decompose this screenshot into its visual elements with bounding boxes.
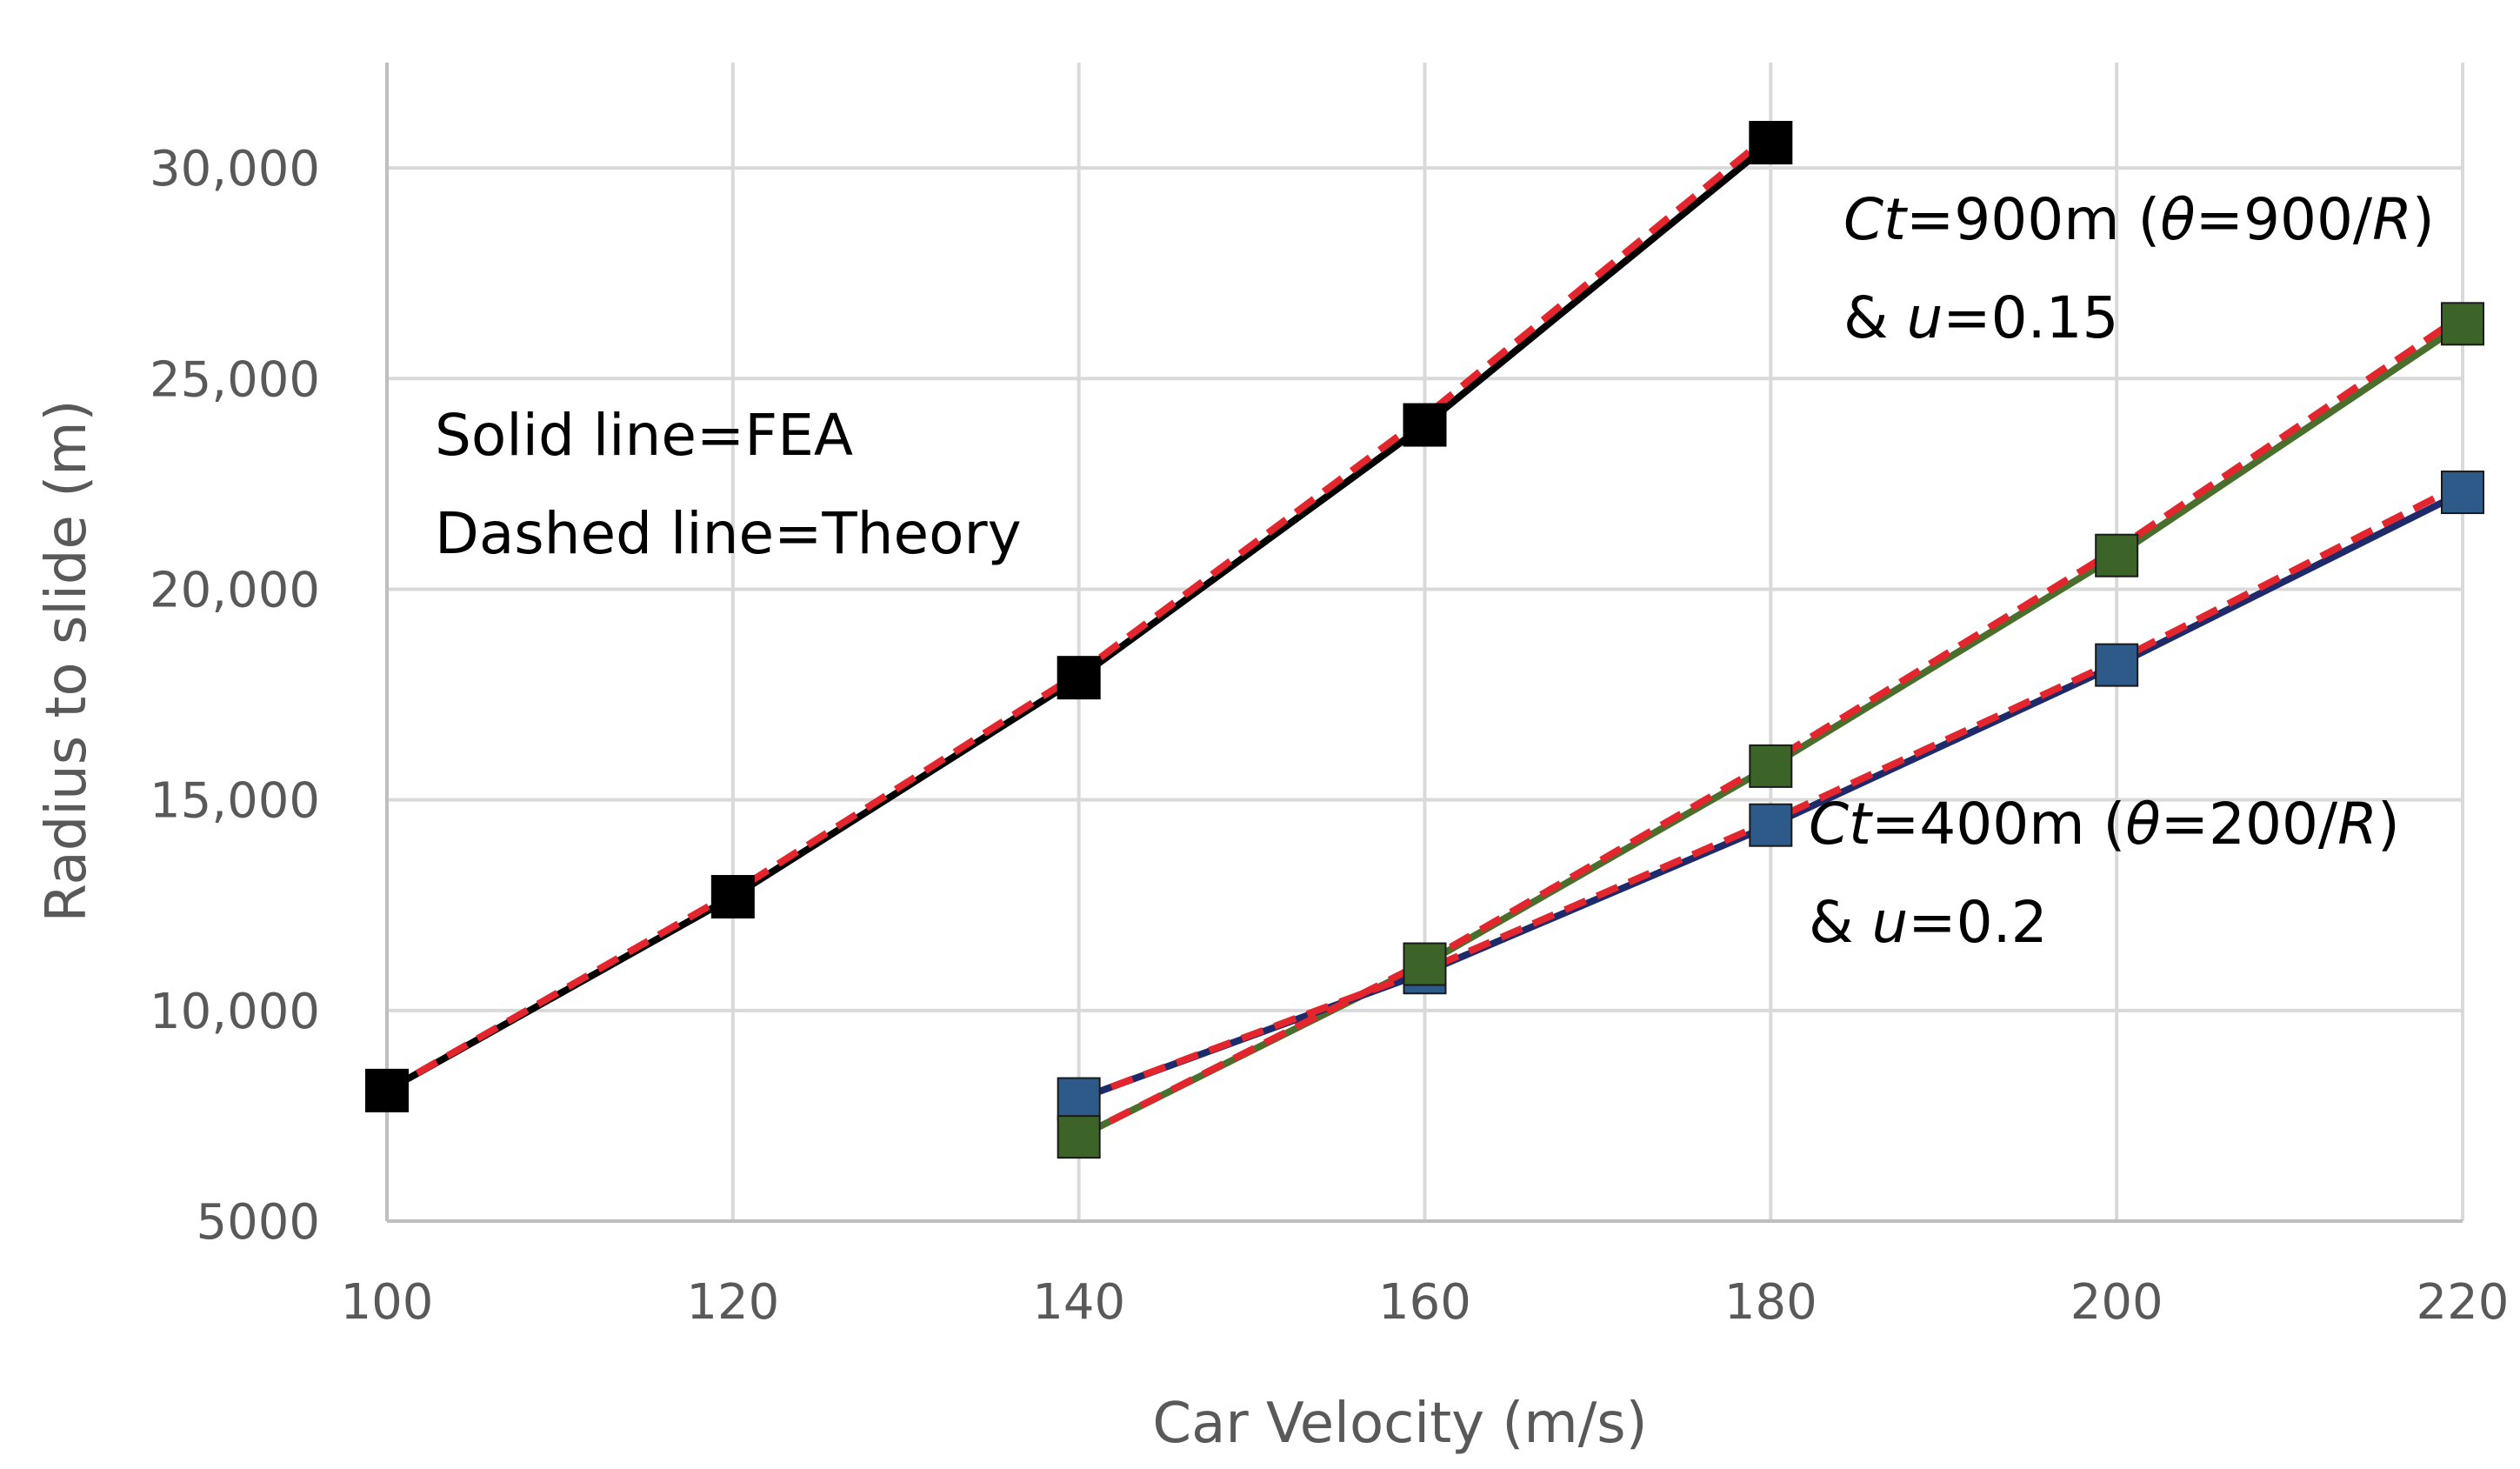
data-point-fea-ct-400m-u-0-2 [1057,1077,1101,1121]
data-point-fea-black [365,1068,409,1112]
tick-labels: 5000 10,000 15,000 20,000 25,000 30,000 100 120… [150,141,2509,1331]
data-point-fea-ct-400m-u-0-2 [1749,803,1793,847]
data-point-fea-ct-900m-u-0-15 [2441,302,2484,346]
annotation-ct900-line2: & u=0.15 [1843,284,2119,351]
data-point-fea-ct-400m-u-0-2 [2441,471,2484,515]
x-tick-label: 160 [1378,1274,1471,1331]
data-point-fea-black [1057,656,1101,700]
y-tick-label: 15,000 [150,773,320,830]
x-tick-label: 200 [2070,1274,2163,1331]
annotation-ct400-line1: Ct=400m (θ=200/R) [1809,791,2400,858]
y-tick-label: 10,000 [150,984,320,1040]
data-point-fea-ct-900m-u-0-15 [1749,744,1793,788]
y-tick-label: 30,000 [150,141,320,197]
x-axis-title: Car Velocity (m/s) [1152,1392,1647,1456]
y-tick-label: 20,000 [150,562,320,618]
x-tick-label: 140 [1032,1274,1125,1331]
data-point-fea-black [1403,403,1447,447]
y-tick-label: 25,000 [150,351,320,408]
data-point-fea-black [710,875,755,919]
data-point-fea-ct-400m-u-0-2 [2095,643,2139,687]
grid [387,63,2464,1221]
x-tick-label: 220 [2417,1274,2510,1331]
legend-note-dashed: Dashed line=Theory [435,500,1022,567]
legend-note-solid: Solid line=FEA [435,402,853,469]
y-tick-label: 5000 [196,1194,320,1251]
axes [385,63,2463,1223]
series-layer [365,121,2484,1159]
annotation-ct900-line1: Ct=900m (θ=900/R) [1843,186,2435,253]
x-tick-label: 120 [686,1274,779,1331]
data-point-fea-ct-900m-u-0-15 [1403,942,1447,986]
annotation-ct400-line2: & u=0.2 [1809,889,2048,956]
data-point-fea-ct-900m-u-0-15 [2095,533,2139,578]
x-tick-label: 100 [341,1274,434,1331]
data-point-fea-ct-900m-u-0-15 [1057,1115,1101,1159]
x-tick-label: 180 [1724,1274,1817,1331]
data-point-fea-black [1749,121,1793,165]
y-axis-title: Radius to slide (m) [35,399,99,922]
